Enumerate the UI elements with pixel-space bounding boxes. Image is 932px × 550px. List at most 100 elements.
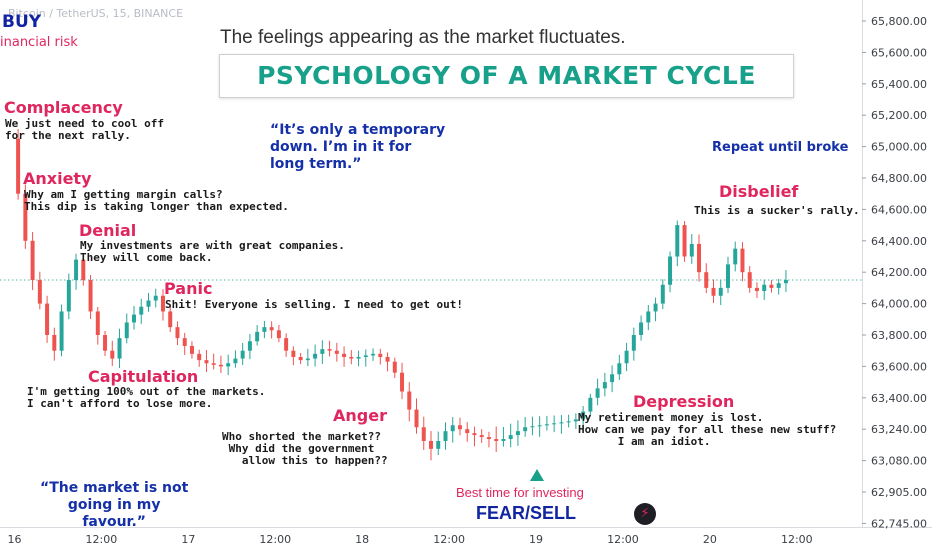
price-tick-label: 64,400.00 bbox=[871, 235, 927, 248]
candle-body bbox=[429, 440, 433, 449]
candle-body bbox=[689, 243, 694, 257]
candle-body bbox=[262, 327, 267, 332]
candle-body bbox=[349, 356, 354, 359]
candle-body bbox=[653, 303, 658, 312]
candle-body bbox=[255, 331, 260, 342]
candle-body bbox=[117, 338, 122, 359]
time-tick-label: 12:00 bbox=[86, 533, 118, 546]
fear-sell-label: FEAR/SELL bbox=[476, 503, 577, 523]
time-tick-label: 12:00 bbox=[607, 533, 639, 546]
price-tick-label: 65,800.00 bbox=[871, 15, 927, 28]
candle-body bbox=[602, 382, 607, 389]
candle-body bbox=[240, 350, 245, 359]
candle-body bbox=[124, 322, 129, 339]
price-tick-label: 62,905.00 bbox=[871, 486, 927, 499]
candle-body bbox=[66, 280, 71, 312]
candle-body bbox=[769, 284, 774, 288]
price-tick-label: 64,800.00 bbox=[871, 172, 927, 185]
price-tick-label: 65,400.00 bbox=[871, 78, 927, 91]
time-tick-label: 12:00 bbox=[781, 533, 813, 546]
candle-body bbox=[153, 295, 158, 301]
stage-anxiety-note: Why am I getting margin calls? This dip … bbox=[24, 188, 289, 213]
lightning-icon[interactable]: ⚡ bbox=[634, 503, 656, 525]
candle-body bbox=[45, 303, 50, 335]
candle-body bbox=[704, 272, 709, 288]
candle-body bbox=[327, 349, 332, 351]
candle-body bbox=[182, 338, 187, 346]
quote-favour: “The market is not going in my favour.” bbox=[40, 480, 189, 530]
candle-body bbox=[400, 372, 405, 392]
candle-body bbox=[363, 355, 368, 357]
candle-body bbox=[733, 248, 738, 265]
candle-body bbox=[189, 345, 194, 354]
candle-body bbox=[313, 353, 318, 359]
candle-body bbox=[515, 431, 520, 436]
candle-body bbox=[385, 356, 390, 362]
candle-body bbox=[711, 287, 716, 296]
candle-body bbox=[23, 193, 28, 241]
candle-body bbox=[59, 311, 64, 351]
time-tick-label: 12:00 bbox=[259, 533, 291, 546]
candle-body bbox=[276, 330, 281, 339]
candle-body bbox=[639, 322, 644, 335]
price-tick-label: 65,600.00 bbox=[871, 46, 927, 59]
best-time-label: Best time for investing bbox=[456, 485, 584, 500]
time-tick-label: 16 bbox=[7, 533, 21, 546]
candle-body bbox=[566, 421, 571, 423]
chart-subtitle: The feelings appearing as the market flu… bbox=[220, 27, 626, 48]
candle-body bbox=[211, 363, 216, 365]
candle-body bbox=[371, 353, 376, 356]
stage-denial-note: My investments are with great companies.… bbox=[80, 239, 345, 264]
stage-capitulation-label: Capitulation bbox=[88, 367, 199, 386]
candle-body bbox=[588, 397, 593, 412]
candle-body bbox=[16, 138, 21, 194]
candle-body bbox=[146, 300, 151, 307]
time-tick-label: 17 bbox=[181, 533, 195, 546]
candle-body bbox=[197, 353, 202, 361]
stage-complacency-label: Complacency bbox=[4, 98, 123, 117]
stage-complacency-note: We just need to cool off for the next ra… bbox=[5, 117, 164, 142]
candle-body bbox=[320, 349, 325, 354]
time-tick-label: 18 bbox=[355, 533, 369, 546]
candle-body bbox=[479, 435, 484, 438]
candle-body bbox=[291, 350, 296, 357]
candle-body bbox=[95, 311, 100, 335]
price-tick-label: 62,745.00 bbox=[871, 517, 927, 530]
candle-body bbox=[465, 429, 470, 434]
candle-body bbox=[617, 363, 622, 375]
price-tick-label: 64,200.00 bbox=[871, 266, 927, 279]
title-box: PSYCHOLOGY OF A MARKET CYCLE bbox=[219, 54, 794, 98]
price-tick-label: 64,600.00 bbox=[871, 203, 927, 216]
candle-body bbox=[675, 225, 680, 257]
candle-body bbox=[581, 411, 586, 420]
candle-body bbox=[226, 363, 231, 367]
candle-body bbox=[30, 240, 35, 281]
candle-body bbox=[160, 295, 165, 312]
stage-denial-label: Denial bbox=[79, 221, 137, 240]
candle-body bbox=[595, 388, 600, 398]
price-tick-label: 63,080.00 bbox=[871, 455, 927, 468]
candle-body bbox=[762, 284, 767, 292]
candle-body bbox=[682, 225, 687, 257]
chart-title: PSYCHOLOGY OF A MARKET CYCLE bbox=[257, 61, 756, 90]
candle-body bbox=[486, 437, 491, 440]
time-tick-label: 19 bbox=[529, 533, 543, 546]
candle-body bbox=[218, 364, 223, 367]
price-axis-panel bbox=[862, 0, 932, 550]
candle-body bbox=[472, 433, 477, 436]
candle-body bbox=[494, 439, 499, 441]
candle-body bbox=[407, 391, 412, 410]
ticker-label: Bitcoin / TetherUS, 15, BINANCE bbox=[8, 7, 184, 20]
candle-body bbox=[342, 353, 347, 357]
candle-body bbox=[269, 327, 274, 331]
candle-body bbox=[450, 425, 455, 432]
candle-body bbox=[52, 335, 57, 351]
candle-body bbox=[552, 423, 557, 425]
candle-body bbox=[233, 358, 238, 364]
candle-body bbox=[356, 356, 361, 359]
candle-body bbox=[660, 284, 665, 304]
candle-body bbox=[559, 422, 564, 424]
candle-body bbox=[103, 335, 108, 351]
candle-body bbox=[110, 350, 115, 359]
